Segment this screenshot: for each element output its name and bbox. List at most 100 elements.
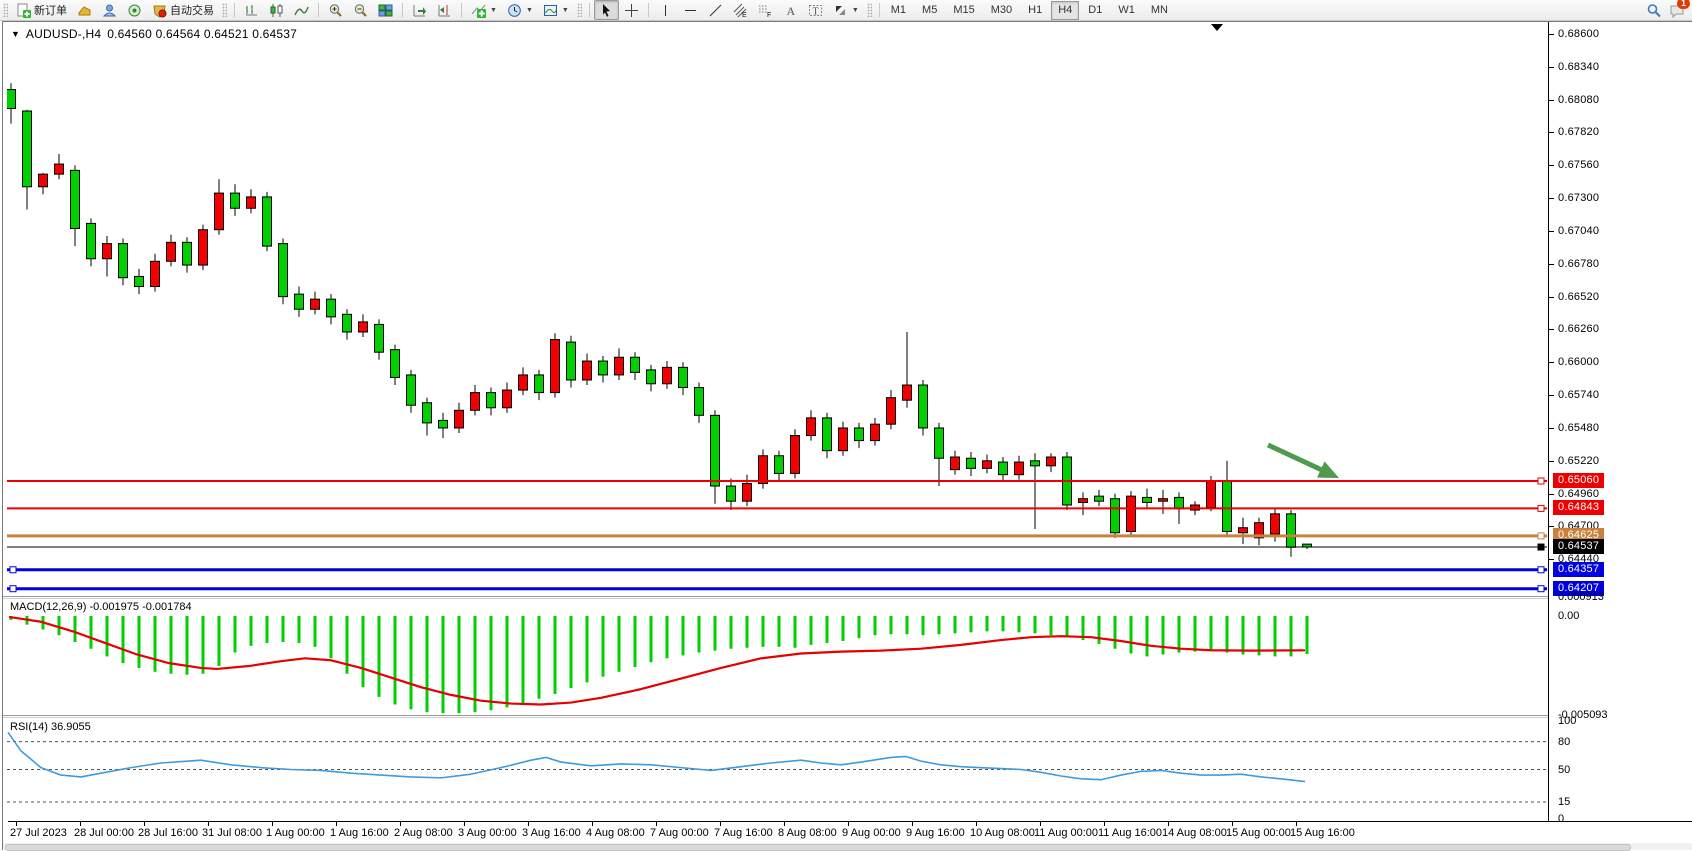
timeframe-button-w1[interactable]: W1	[1118, 4, 1135, 16]
chart-shift-button[interactable]	[432, 0, 457, 20]
bearish-candle[interactable]	[134, 275, 144, 288]
bearish-candle[interactable]	[646, 369, 656, 385]
rsi-line[interactable]	[7, 731, 1306, 783]
toolbar-grip[interactable]	[222, 3, 227, 17]
bearish-candle[interactable]	[598, 360, 608, 376]
toolbar-grip[interactable]	[576, 3, 582, 17]
bearish-candle[interactable]	[1142, 496, 1152, 503]
panel-separator[interactable]	[3, 596, 1692, 597]
contacts-button[interactable]	[97, 0, 122, 20]
horizontal-line-button[interactable]	[678, 0, 703, 20]
zoom-out-button[interactable]	[348, 0, 373, 20]
bullish-candle[interactable]	[838, 427, 848, 452]
bearish-candle[interactable]	[534, 374, 544, 394]
timeframe-button-d1[interactable]: D1	[1088, 4, 1103, 16]
text-button[interactable]: A	[778, 0, 803, 20]
bearish-candle[interactable]	[374, 323, 384, 353]
support-line-blue-2-handle[interactable]	[1537, 585, 1545, 593]
bearish-candle[interactable]	[118, 243, 128, 279]
bullish-candle[interactable]	[518, 374, 528, 391]
price-axis[interactable]: 0.68600 0.68340 0.68080 0.67820 0.67560 …	[1548, 22, 1692, 825]
bearish-candle[interactable]	[726, 485, 736, 502]
bullish-candle[interactable]	[790, 435, 800, 474]
bearish-candle[interactable]	[694, 387, 704, 416]
bullish-candle[interactable]	[1158, 498, 1168, 502]
bullish-candle[interactable]	[886, 397, 896, 425]
tile-windows-button[interactable]	[373, 0, 398, 20]
bearish-candle[interactable]	[854, 427, 864, 442]
bearish-candle[interactable]	[566, 341, 576, 381]
bearish-candle[interactable]	[822, 417, 832, 452]
channel-button[interactable]: E	[728, 0, 753, 20]
bearish-candle[interactable]	[294, 293, 304, 310]
bullish-candle[interactable]	[454, 409, 464, 429]
bullish-candle[interactable]	[1046, 456, 1056, 467]
bullish-candle[interactable]	[614, 356, 624, 376]
bullish-candle[interactable]	[214, 192, 224, 231]
bearish-candle[interactable]	[966, 457, 976, 469]
templates-button[interactable]: ▼	[538, 0, 574, 20]
bid-price-line-handle[interactable]	[1537, 543, 1545, 551]
bullish-candle[interactable]	[662, 366, 672, 385]
bearish-candle[interactable]	[678, 366, 688, 389]
bullish-candle[interactable]	[1206, 480, 1216, 509]
bearish-candle[interactable]	[390, 349, 400, 378]
bearish-candle[interactable]	[1094, 495, 1104, 502]
bearish-candle[interactable]	[406, 374, 416, 406]
auto-scroll-button[interactable]	[407, 0, 432, 20]
toolbar-grip[interactable]	[3, 3, 8, 17]
bullish-candle[interactable]	[310, 298, 320, 310]
bar-chart-button[interactable]	[239, 0, 264, 20]
bullish-candle[interactable]	[102, 243, 112, 260]
bearish-candle[interactable]	[1286, 513, 1296, 548]
bearish-candle[interactable]	[918, 384, 928, 429]
auto-trading-button[interactable]: 自动交易	[147, 0, 219, 20]
bullish-candle[interactable]	[502, 389, 512, 409]
bullish-candle[interactable]	[870, 423, 880, 442]
arrows-button[interactable]: ▼	[828, 0, 864, 20]
trendline-button[interactable]	[703, 0, 728, 20]
bearish-candle[interactable]	[86, 222, 96, 260]
resistance-line-1-handle[interactable]	[1537, 477, 1545, 485]
bearish-candle[interactable]	[342, 313, 352, 333]
timeframe-button-m30[interactable]: M30	[990, 4, 1013, 16]
price-chart-area[interactable]	[7, 22, 1548, 598]
chart-dropdown-icon[interactable]: ▼	[11, 29, 20, 39]
bearish-candle[interactable]	[774, 455, 784, 474]
bearish-candle[interactable]	[422, 402, 432, 424]
bearish-candle[interactable]	[710, 414, 720, 487]
timeframe-button-h1[interactable]: H1	[1028, 4, 1043, 16]
timeframe-button-m5[interactable]: M5	[922, 4, 938, 16]
periods-button[interactable]: ▼	[502, 0, 538, 20]
signals-button[interactable]	[122, 0, 147, 20]
bullish-candle[interactable]	[982, 460, 992, 469]
bearish-candle[interactable]	[262, 196, 272, 247]
bullish-candle[interactable]	[1126, 495, 1136, 533]
timeframe-button-m15[interactable]: M15	[953, 4, 975, 16]
timeframe-button-mn[interactable]: MN	[1150, 4, 1168, 16]
trend-arrow-annotation[interactable]	[1266, 442, 1331, 477]
new-order-button[interactable]: 新订单	[11, 0, 72, 20]
chart-shift-marker[interactable]	[1211, 24, 1223, 31]
bearish-candle[interactable]	[22, 110, 32, 188]
bullish-candle[interactable]	[1238, 527, 1248, 534]
line-chart-button[interactable]	[289, 0, 314, 20]
rsi-panel[interactable]	[7, 719, 1548, 821]
resistance-line-2-handle[interactable]	[1537, 504, 1545, 512]
notifications-button[interactable]: 1	[1669, 0, 1690, 18]
bearish-candle[interactable]	[1110, 498, 1120, 534]
support-line-orange-handle[interactable]	[1537, 532, 1545, 540]
bullish-candle[interactable]	[950, 456, 960, 471]
bearish-candle[interactable]	[438, 419, 448, 429]
bullish-candle[interactable]	[198, 229, 208, 266]
bullish-candle[interactable]	[582, 360, 592, 381]
support-line-blue-1-handle[interactable]	[1537, 566, 1545, 574]
vertical-line-button[interactable]	[653, 0, 678, 20]
bearish-candle[interactable]	[182, 241, 192, 266]
bearish-candle[interactable]	[1174, 496, 1184, 510]
bearish-candle[interactable]	[630, 356, 640, 373]
timeframe-button-m1[interactable]: M1	[890, 4, 907, 16]
bullish-candle[interactable]	[470, 392, 480, 411]
bullish-candle[interactable]	[358, 321, 368, 333]
search-icon[interactable]	[1646, 3, 1661, 18]
